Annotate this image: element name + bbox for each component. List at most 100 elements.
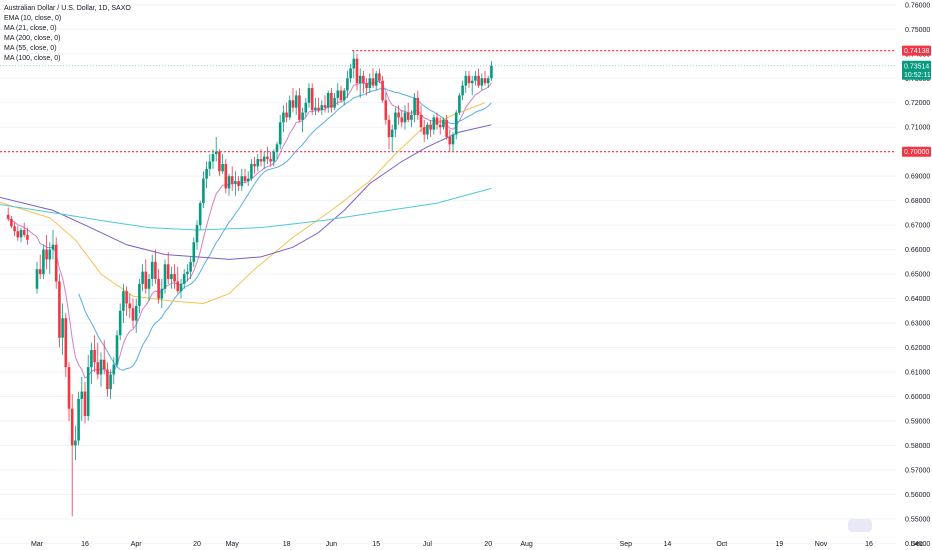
ema10-line [8,80,492,379]
candle-body-125 [413,97,416,115]
indicator-ma55[interactable]: MA (55, close, 0) [4,45,57,52]
candle-body-23 [86,367,90,417]
candle-body-84 [282,112,285,123]
indicator-ma21[interactable]: MA (21, close, 0) [4,25,57,32]
candle-body-31 [112,364,116,375]
candle-body-146 [480,78,484,86]
y-tick-label-11: 0.65000 [905,272,930,279]
candle-body-75 [253,163,256,167]
candle-body-20 [77,398,80,441]
candle-body-5 [22,230,26,235]
candle-body-26 [96,362,100,375]
candle-body-109 [362,75,365,84]
price-axis[interactable]: 0.760000.750000.740000.730000.720000.710… [905,2,930,547]
x-tick-label-2: Apr [131,541,143,548]
ma100-line [0,124,492,260]
indicator-ema10[interactable]: EMA (10, close, 0) [4,15,62,22]
y-tick-label-18: 0.58000 [905,443,930,450]
candle-body-122 [403,112,407,123]
y-tick-label-4: 0.72000 [905,100,930,107]
candle-body-136 [448,137,452,145]
y-tick-label-7: 0.69000 [905,174,930,181]
y-tick-label-12: 0.64000 [905,296,930,303]
candle-body-90 [301,112,304,120]
y-tick-label-20: 0.56000 [905,492,930,499]
x-tick-label-0: Mar [31,541,44,548]
candle-body-93 [310,88,314,111]
indicator-ma200[interactable]: MA (200, close, 0) [4,35,61,42]
candle-body-148 [486,78,490,84]
y-tick-label-8: 0.68000 [905,198,930,205]
x-tick-label-10: Aug [520,541,533,548]
x-tick-label-14: 19 [776,541,784,548]
candle-body-29 [106,369,109,390]
y-tick-label-10: 0.66000 [905,247,930,254]
candle-body-98 [326,92,330,108]
candle-body-144 [474,75,477,81]
time-axis[interactable]: Mar 16 Apr 20 May 18 Jun 15 Jul 20 Aug Sep 14 Oct 19 No… [31,541,924,548]
candle-body-142 [467,75,471,84]
candle-body-116 [384,100,388,120]
candle-body-53 [182,274,186,284]
candle-body-126 [416,97,420,115]
candle-body-34 [122,291,125,311]
candle-body-25 [93,349,96,363]
candle-body-1 [10,218,13,227]
horizontal-levels [0,50,896,153]
candle-body-39 [138,283,141,306]
candle-body-35 [125,291,128,304]
y-tick-label-17: 0.59000 [905,418,930,425]
candle-body-117 [387,119,391,138]
candle-body-24 [90,349,93,368]
candle-body-18 [70,408,74,446]
candle-body-6 [26,234,29,240]
candle-body-21 [80,391,84,399]
candle-body-92 [307,88,311,103]
level-tag-0 [902,45,931,56]
candle-body-59 [202,178,205,204]
candle-body-131 [432,117,436,130]
candle-body-42 [147,278,151,289]
x-tick-label-8: Jul [423,541,432,548]
candle-body-67 [227,176,231,189]
candle-body-48 [166,264,170,279]
candle-body-62 [211,154,215,162]
candle-body-70 [237,181,240,186]
candle-body-99 [330,92,333,108]
candle-body-138 [454,112,458,135]
candle-body-17 [67,367,71,409]
candle-body-134 [442,119,445,128]
candle-body-43 [150,261,154,279]
price-tags: 0.74138 0.70000 0.73514 10:52:11 [902,45,931,157]
candle-body-0 [6,214,10,219]
candle-body-56 [192,242,196,262]
candle-body-132 [435,117,439,125]
chart-title: Australian Dollar / U.S. Dollar, 1D, SAX… [4,5,131,12]
candle-body-95 [317,107,320,111]
candle-body-112 [371,78,375,86]
candle-body-86 [288,100,292,118]
candle-body-7 [35,269,39,289]
level-tag-label-0: 0.74138 [904,48,929,55]
candle-body-89 [298,95,301,120]
candle-body-133 [438,124,442,128]
indicator-ma100[interactable]: MA (100, close, 0) [4,55,61,62]
candle-body-149 [490,65,493,79]
candle-body-97 [323,105,327,108]
y-tick-label-16: 0.60000 [905,394,930,401]
candle-body-63 [214,151,218,155]
candle-body-100 [333,97,336,108]
candle-body-14 [58,281,61,338]
candle-body-52 [179,283,183,292]
candle-body-38 [134,305,138,321]
candle-body-137 [451,134,455,145]
candle-body-124 [410,114,413,120]
candle-body-27 [99,359,103,375]
candle-body-65 [221,163,224,172]
x-tick-label-5: 18 [283,541,291,548]
candle-body-3 [16,231,20,238]
y-tick-label-9: 0.67000 [905,223,930,230]
candle-body-69 [234,181,237,184]
candle-body-111 [368,78,372,89]
